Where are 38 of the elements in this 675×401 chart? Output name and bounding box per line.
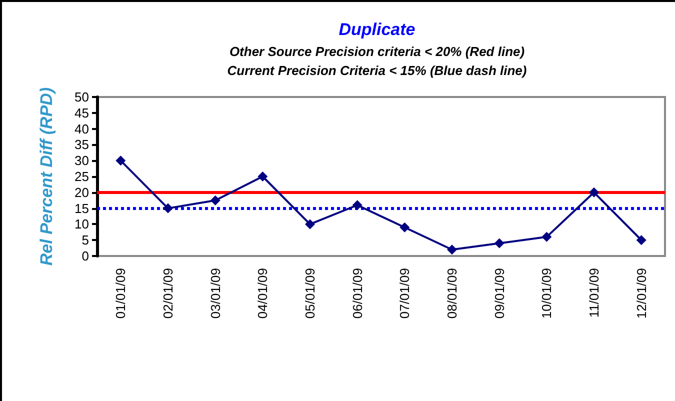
x-tick-label: 01/01/09 [113, 268, 128, 319]
y-tick-label: 5 [82, 232, 89, 248]
point [163, 203, 173, 214]
x-tick-label: 03/01/09 [208, 268, 223, 319]
point [447, 244, 457, 255]
y-tick-label: 20 [74, 184, 89, 200]
y-tick-label: 40 [74, 121, 89, 136]
y-tick-label: 45 [74, 105, 89, 120]
y-tick-label: 15 [74, 200, 89, 216]
point [589, 187, 599, 198]
point [305, 219, 315, 230]
y-tick-label: 50 [74, 90, 89, 104]
point [636, 235, 646, 246]
point [400, 222, 410, 232]
x-tick-label: 05/01/09 [302, 268, 318, 319]
x-tick-label: 11/01/09 [586, 268, 602, 318]
x-tick-label: 07/01/09 [397, 268, 412, 319]
x-tick-label: 02/01/09 [160, 268, 176, 319]
point [258, 172, 268, 182]
chart-title: Duplicate [338, 20, 416, 39]
y-tick-label: 0 [82, 248, 89, 264]
y-tick-label: 30 [74, 153, 89, 168]
y-tick-label: 25 [74, 169, 89, 184]
x-tick-label: 06/01/09 [350, 268, 365, 319]
x-tick-label: 08/01/09 [444, 268, 460, 319]
y-axis-title: Rel Percent Diff (RPD) [37, 87, 56, 266]
point [210, 195, 220, 206]
point [352, 200, 362, 210]
point [542, 232, 552, 242]
y-tick-label: 10 [74, 216, 89, 232]
x-tick-label: 09/01/09 [492, 268, 507, 319]
chart-subtitle: Other Source Precision criteria < 20% (Red line) Current Precision Criteria < 15% (Blue dash line) [227, 44, 527, 78]
y-tick-label: 35 [74, 137, 89, 152]
point [494, 238, 504, 248]
x-tick-label: 10/01/09 [539, 268, 554, 319]
x-tick-label: 04/01/09 [255, 268, 270, 319]
x-tick-label: 12/01/09 [634, 268, 649, 319]
point [116, 156, 126, 166]
